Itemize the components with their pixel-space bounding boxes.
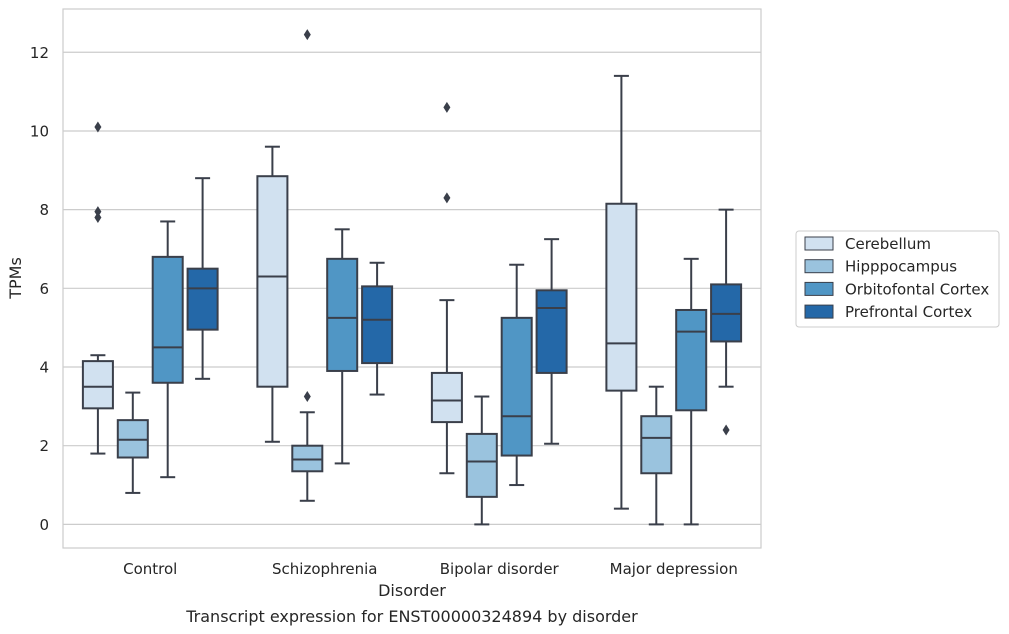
x-tick-label: Bipolar disorder xyxy=(440,560,560,578)
outlier-point xyxy=(94,212,102,224)
outlier-point xyxy=(303,391,311,403)
box-orbitofontal-cortex xyxy=(326,228,359,465)
box-hipppocampus xyxy=(640,385,673,526)
legend-label: Hipppocampus xyxy=(845,258,957,276)
box-iqr xyxy=(500,316,533,457)
box-iqr xyxy=(361,285,394,365)
box-iqr xyxy=(640,415,673,475)
x-axis-ticks: Control Schizophrenia Bipolar disorder Majo… xyxy=(123,560,738,578)
legend: Cerebellum Hipppocampus Orbitofontal Corte… xyxy=(795,230,1000,328)
legend-frame xyxy=(795,230,1000,328)
y-axis-ticks: 0 2 4 6 8 10 12 xyxy=(30,44,49,534)
y-tick-label: 4 xyxy=(39,359,49,377)
box-iqr xyxy=(186,267,219,331)
legend-swatch xyxy=(804,236,834,251)
outlier-point xyxy=(94,206,102,218)
box-plot-series xyxy=(81,29,743,526)
outlier-point xyxy=(443,101,451,113)
x-tick-label: Schizophrenia xyxy=(272,560,377,578)
x-axis-label: Disorder xyxy=(378,581,446,600)
y-tick-label: 0 xyxy=(39,516,49,534)
y-tick-label: 12 xyxy=(30,44,49,62)
box-prefrontal-cortex xyxy=(361,261,394,396)
legend-label: Cerebellum xyxy=(845,235,931,253)
box-iqr xyxy=(675,308,708,412)
box-cerebellum xyxy=(430,101,463,475)
box-orbitofontal-cortex xyxy=(151,220,184,479)
y-axis-label: TPMs xyxy=(6,257,25,300)
x-tick-label: Control xyxy=(123,560,177,578)
chart-caption: Transcript expression for ENST0000032489… xyxy=(185,607,638,626)
legend-label: Prefrontal Cortex xyxy=(845,303,972,321)
box-iqr xyxy=(430,371,463,424)
y-tick-label: 8 xyxy=(39,201,49,219)
outlier-point xyxy=(443,192,451,204)
box-prefrontal-cortex xyxy=(535,238,568,445)
legend-swatch xyxy=(804,281,834,296)
legend-swatch xyxy=(804,259,834,274)
x-tick-label: Major depression xyxy=(610,560,738,578)
box-iqr xyxy=(465,432,498,498)
box-iqr xyxy=(81,360,114,410)
box-hipppocampus xyxy=(291,29,324,502)
box-iqr xyxy=(605,202,638,392)
outlier-point xyxy=(94,121,102,133)
legend-label: Orbitofontal Cortex xyxy=(845,280,989,298)
box-cerebellum xyxy=(256,145,289,443)
box-iqr xyxy=(326,257,359,372)
outlier-point xyxy=(722,424,730,436)
plot-frame xyxy=(62,8,762,549)
box-orbitofontal-cortex xyxy=(500,263,533,487)
y-tick-label: 2 xyxy=(39,437,49,455)
box-iqr xyxy=(256,175,289,388)
box-hipppocampus xyxy=(465,395,498,526)
box-iqr xyxy=(535,289,568,374)
y-tick-label: 6 xyxy=(39,280,49,298)
box-hipppocampus xyxy=(116,391,149,494)
box-cerebellum xyxy=(81,121,114,455)
box-cerebellum xyxy=(605,74,638,510)
legend-swatch xyxy=(804,304,834,319)
box-prefrontal-cortex xyxy=(710,208,743,436)
box-iqr xyxy=(151,255,184,384)
y-tick-label: 10 xyxy=(30,122,49,140)
box-orbitofontal-cortex xyxy=(675,257,708,526)
box-prefrontal-cortex xyxy=(186,177,219,380)
outlier-point xyxy=(303,29,311,41)
